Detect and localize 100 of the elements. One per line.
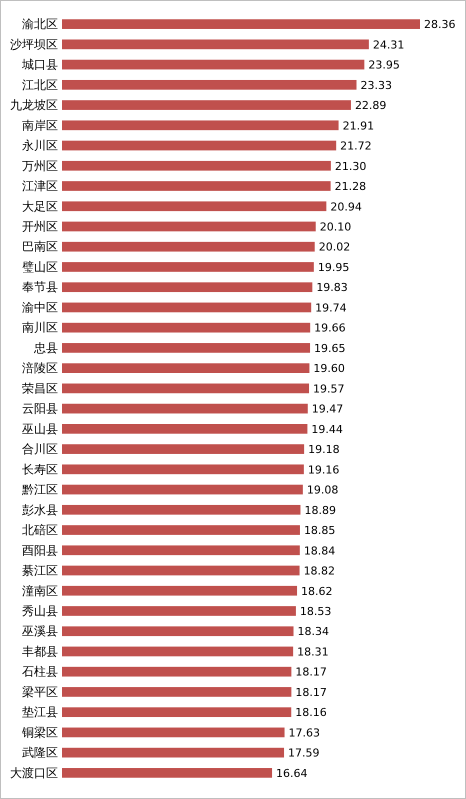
- bar: [62, 60, 364, 70]
- bar: [62, 80, 357, 90]
- data-label: 17.63: [288, 726, 320, 740]
- data-label: 19.08: [306, 484, 338, 497]
- data-label: 19.74: [315, 301, 347, 314]
- y-tick-label: 荣昌区: [22, 381, 58, 396]
- data-label: 20.02: [318, 240, 350, 254]
- y-tick-label: 长寿区: [22, 462, 58, 476]
- data-label: 23.33: [360, 78, 392, 92]
- bar: [62, 606, 296, 616]
- y-tick-label: 垫江县: [22, 705, 58, 720]
- y-tick-label: 云阳县: [22, 402, 58, 416]
- y-tick-label: 酉阳县: [22, 543, 58, 558]
- data-label: 19.83: [316, 281, 348, 294]
- bar: [62, 646, 294, 656]
- y-tick-label: 渝中区: [22, 300, 58, 314]
- bar: [62, 586, 298, 596]
- data-label: 18.17: [295, 686, 327, 699]
- bar: [62, 222, 316, 232]
- bar: [62, 343, 310, 353]
- bar: [62, 748, 284, 758]
- bar: [62, 404, 308, 414]
- bar: [62, 262, 314, 272]
- y-tick-label: 沙坪坝区: [10, 37, 58, 52]
- data-label: 22.89: [354, 99, 386, 112]
- bar: [62, 242, 315, 252]
- data-label: 18.89: [304, 504, 336, 517]
- y-tick-label: 城口县: [21, 58, 58, 72]
- bar: [62, 120, 339, 130]
- data-label: 19.66: [314, 322, 346, 335]
- y-tick-label: 大足区: [22, 199, 58, 214]
- bar: [62, 363, 310, 373]
- y-tick-label: 南岸区: [22, 118, 58, 132]
- data-label: 19.57: [313, 382, 345, 396]
- y-tick-label: 铜梁区: [21, 725, 58, 740]
- y-tick-label: 梁平区: [22, 684, 58, 699]
- data-label: 21.91: [342, 119, 374, 132]
- y-tick-label: 永川区: [22, 138, 58, 153]
- data-label: 17.59: [288, 746, 320, 760]
- y-tick-label: 綦江区: [22, 564, 58, 578]
- data-label: 18.31: [297, 645, 329, 658]
- bar: [62, 100, 351, 110]
- data-label: 18.84: [304, 544, 336, 558]
- y-tick-label: 巴南区: [22, 240, 58, 254]
- data-label: 21.28: [334, 180, 366, 194]
- y-tick-label: 万州区: [22, 158, 58, 173]
- bar: [62, 484, 303, 494]
- bar: [62, 626, 294, 636]
- y-tick-label: 潼南区: [22, 584, 58, 598]
- data-label: 21.30: [334, 160, 366, 173]
- y-tick-label: 南川区: [22, 320, 58, 335]
- data-label: 18.34: [298, 625, 330, 638]
- data-label: 19.65: [314, 342, 346, 355]
- y-tick-label: 彭水县: [22, 502, 58, 517]
- bar: [62, 302, 312, 312]
- y-tick-label: 丰都县: [22, 644, 58, 658]
- y-tick-label: 石柱县: [22, 664, 58, 679]
- y-tick-label: 秀山县: [22, 604, 58, 618]
- y-tick-label: 忠县: [33, 340, 58, 355]
- data-label: 19.47: [312, 402, 344, 416]
- y-tick-label: 武隆区: [22, 746, 58, 760]
- data-label: 18.17: [295, 666, 327, 679]
- bar: [62, 545, 300, 556]
- data-label: 20.94: [330, 200, 362, 214]
- bar: [62, 728, 285, 738]
- data-label: 16.64: [276, 766, 308, 780]
- data-label: 21.72: [340, 140, 372, 153]
- y-tick-label: 江北区: [22, 78, 58, 92]
- y-tick-label: 合川区: [22, 442, 58, 456]
- data-label: 23.95: [368, 58, 400, 72]
- data-label: 28.36: [424, 18, 456, 32]
- bar: [62, 444, 304, 454]
- y-tick-label: 巫溪县: [22, 624, 58, 638]
- y-tick-label: 璧山区: [22, 260, 58, 274]
- y-tick-label: 开州区: [22, 219, 58, 234]
- data-label: 18.62: [301, 584, 333, 598]
- bar: [62, 566, 300, 576]
- y-tick-label: 奉节县: [22, 280, 58, 294]
- data-label: 19.16: [308, 463, 340, 476]
- y-tick-label: 渝北区: [22, 17, 58, 32]
- data-label: 18.82: [304, 564, 336, 578]
- bar: [62, 687, 292, 697]
- bar: [62, 384, 310, 394]
- data-label: 19.18: [308, 443, 340, 456]
- bar: [62, 160, 331, 171]
- data-label: 19.44: [311, 422, 343, 436]
- data-label: 18.85: [304, 524, 336, 538]
- bar: [62, 707, 292, 718]
- bar: [62, 201, 326, 212]
- y-tick-label: 大渡口区: [10, 766, 58, 780]
- data-label: 18.53: [300, 604, 332, 618]
- bar: [62, 768, 272, 778]
- bar: [62, 181, 331, 191]
- y-tick-label: 江津区: [22, 179, 58, 194]
- bar: [62, 666, 292, 677]
- bar: [62, 322, 310, 333]
- bar: [62, 424, 308, 434]
- data-label: 20.10: [320, 220, 352, 234]
- y-tick-label: 涪陵区: [22, 361, 58, 376]
- data-label: 24.31: [372, 38, 404, 52]
